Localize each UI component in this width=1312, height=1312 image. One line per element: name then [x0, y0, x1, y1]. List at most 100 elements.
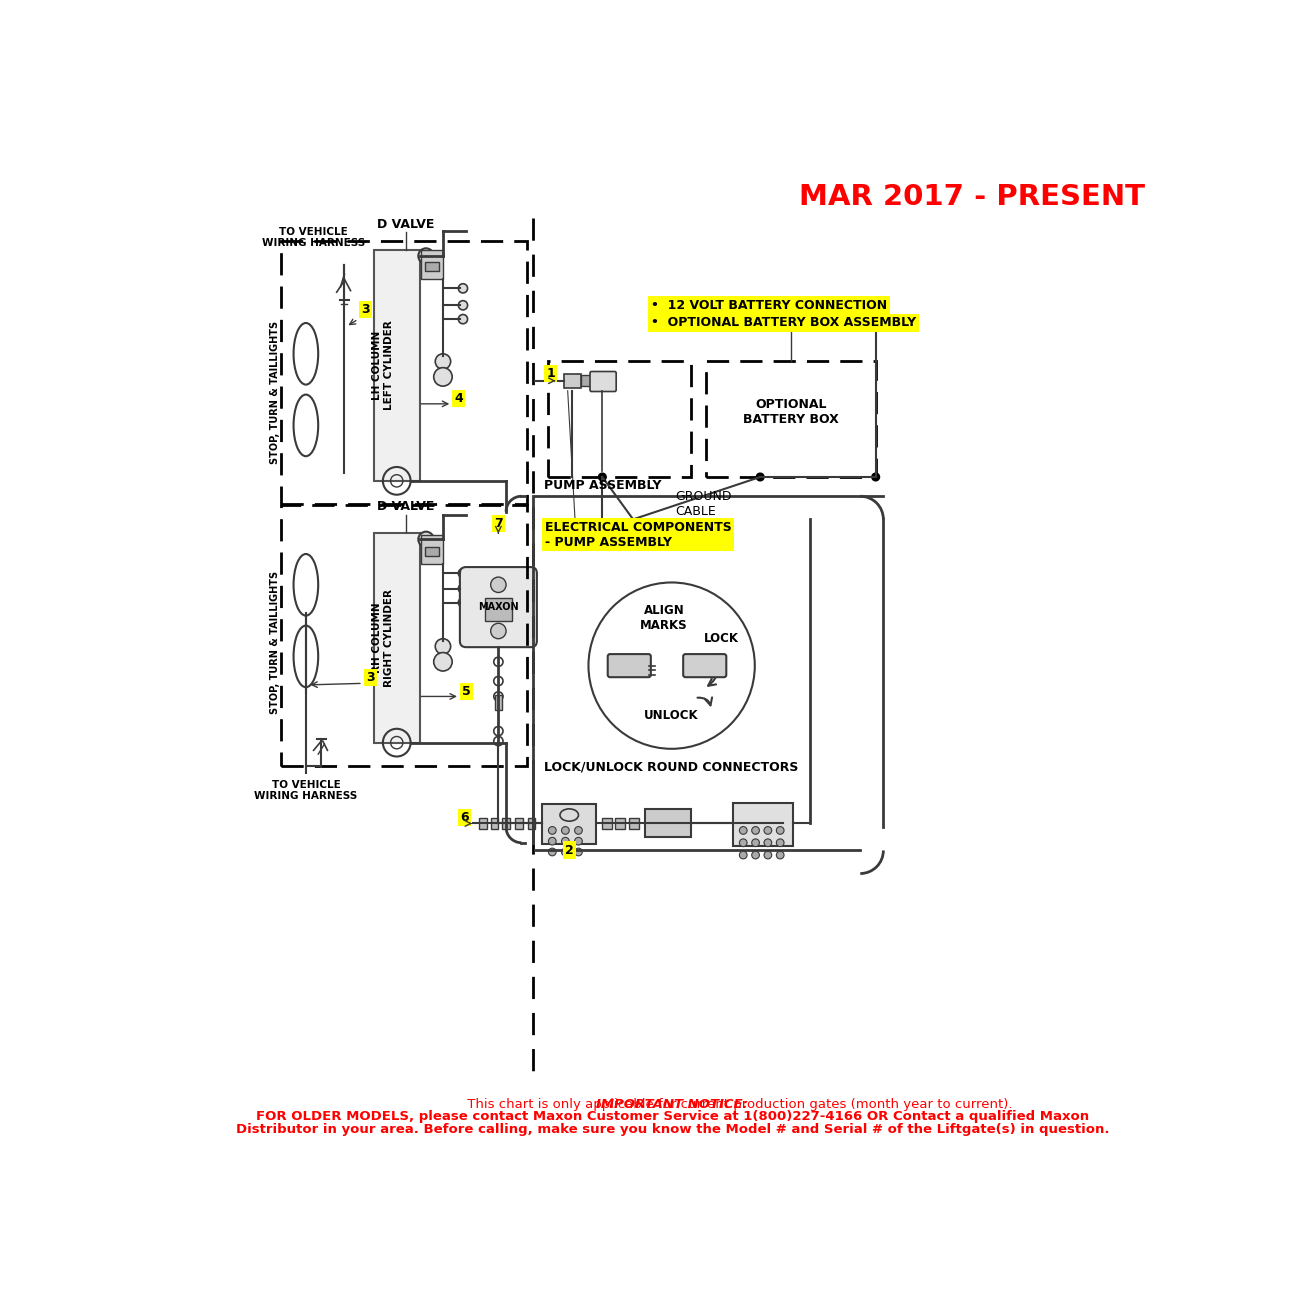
Text: LOCK/UNLOCK ROUND CONNECTORS: LOCK/UNLOCK ROUND CONNECTORS [544, 761, 799, 773]
Circle shape [491, 577, 506, 593]
Circle shape [740, 851, 747, 859]
Bar [602, 819, 611, 829]
Text: D VALVE: D VALVE [378, 218, 434, 231]
Bar [484, 598, 512, 621]
Text: LOCK: LOCK [705, 632, 739, 646]
Circle shape [436, 639, 450, 655]
Circle shape [548, 848, 556, 855]
Text: 1: 1 [546, 367, 555, 380]
Text: 4: 4 [454, 392, 463, 405]
Text: 6: 6 [461, 811, 468, 824]
Text: TO VEHICLE
WIRING HARNESS: TO VEHICLE WIRING HARNESS [255, 779, 357, 802]
Text: 2: 2 [565, 844, 573, 857]
Bar [421, 249, 443, 279]
Circle shape [458, 283, 467, 293]
Circle shape [548, 837, 556, 845]
Text: •  12 VOLT BATTERY CONNECTION: • 12 VOLT BATTERY CONNECTION [651, 299, 887, 312]
Bar [542, 804, 596, 845]
Circle shape [548, 827, 556, 834]
Circle shape [562, 837, 569, 845]
Text: GROUND
CABLE
(REF): GROUND CABLE (REF) [676, 491, 732, 533]
Circle shape [872, 474, 879, 480]
Bar [374, 533, 420, 743]
Circle shape [777, 851, 785, 859]
Bar [281, 240, 527, 504]
Circle shape [458, 568, 467, 577]
Text: 3: 3 [361, 303, 370, 316]
Bar [425, 547, 440, 556]
Text: ALIGN
MARKS: ALIGN MARKS [640, 604, 687, 632]
Bar [564, 374, 581, 387]
Bar [706, 362, 875, 478]
Circle shape [764, 851, 771, 859]
Text: •  OPTIONAL BATTERY BOX ASSEMBLY: • OPTIONAL BATTERY BOX ASSEMBLY [651, 316, 916, 329]
FancyArrowPatch shape [698, 698, 712, 706]
Circle shape [575, 827, 583, 834]
Text: 5: 5 [462, 685, 471, 698]
Circle shape [458, 584, 467, 593]
Circle shape [764, 827, 771, 834]
Circle shape [458, 300, 467, 310]
Text: TO VEHICLE
WIRING HARNESS: TO VEHICLE WIRING HARNESS [262, 227, 365, 248]
Circle shape [434, 367, 453, 386]
Bar [615, 819, 625, 829]
Bar [281, 505, 527, 766]
Text: ELECTRICAL COMPONENTS
- PUMP ASSEMBLY: ELECTRICAL COMPONENTS - PUMP ASSEMBLY [544, 521, 731, 548]
Text: UNLOCK: UNLOCK [644, 710, 699, 722]
Text: D VALVE: D VALVE [378, 500, 434, 513]
Bar [527, 819, 535, 829]
Circle shape [575, 848, 583, 855]
Text: MAXON: MAXON [478, 602, 518, 613]
Circle shape [434, 652, 453, 670]
Circle shape [419, 248, 434, 264]
Circle shape [458, 315, 467, 324]
FancyBboxPatch shape [461, 567, 537, 647]
Bar [425, 262, 440, 272]
Bar [502, 819, 510, 829]
Text: PUMP ASSEMBLY: PUMP ASSEMBLY [543, 479, 661, 492]
Bar [516, 819, 523, 829]
Bar [581, 375, 592, 386]
FancyBboxPatch shape [590, 371, 617, 391]
Circle shape [777, 838, 785, 846]
Circle shape [562, 827, 569, 834]
Circle shape [752, 838, 760, 846]
Bar [644, 810, 691, 837]
FancyArrowPatch shape [708, 655, 718, 686]
Circle shape [575, 837, 583, 845]
Text: Distributor in your area. Before calling, make sure you know the Model # and Ser: Distributor in your area. Before calling… [236, 1123, 1109, 1136]
Circle shape [436, 354, 450, 369]
Bar [630, 819, 639, 829]
Bar [374, 249, 420, 480]
Text: OPTIONAL
BATTERY BOX: OPTIONAL BATTERY BOX [743, 398, 838, 425]
Text: This chart is only applicable for current production gates (month year to curren: This chart is only applicable for curren… [463, 1098, 1013, 1111]
Circle shape [491, 623, 506, 639]
Bar [495, 695, 502, 710]
Circle shape [598, 474, 606, 480]
Text: MAR 2017 - PRESENT: MAR 2017 - PRESENT [799, 184, 1145, 211]
Bar [491, 819, 499, 829]
Circle shape [740, 838, 747, 846]
Circle shape [740, 827, 747, 834]
Circle shape [764, 838, 771, 846]
Text: STOP, TURN & TAILLIGHTS: STOP, TURN & TAILLIGHTS [270, 571, 279, 714]
Text: RH COLUMN
RIGHT CYLINDER: RH COLUMN RIGHT CYLINDER [373, 589, 394, 687]
Text: 3: 3 [366, 670, 374, 684]
Text: FOR OLDER MODELS, please contact Maxon Customer Service at 1(800)227-4166 OR Con: FOR OLDER MODELS, please contact Maxon C… [256, 1110, 1089, 1123]
Bar [421, 535, 443, 564]
Bar [733, 803, 794, 846]
Text: IMPORTANT NOTICE:: IMPORTANT NOTICE: [597, 1098, 748, 1111]
Bar [479, 819, 487, 829]
Circle shape [458, 598, 467, 607]
Circle shape [752, 851, 760, 859]
Circle shape [562, 848, 569, 855]
FancyBboxPatch shape [607, 655, 651, 677]
Circle shape [752, 827, 760, 834]
Text: STOP, TURN & TAILLIGHTS: STOP, TURN & TAILLIGHTS [270, 320, 279, 464]
Circle shape [756, 474, 764, 480]
Bar [548, 362, 691, 478]
Text: LH COLUMN
LEFT CYLINDER: LH COLUMN LEFT CYLINDER [373, 320, 394, 411]
Circle shape [777, 827, 785, 834]
FancyBboxPatch shape [684, 655, 727, 677]
Circle shape [419, 531, 434, 547]
